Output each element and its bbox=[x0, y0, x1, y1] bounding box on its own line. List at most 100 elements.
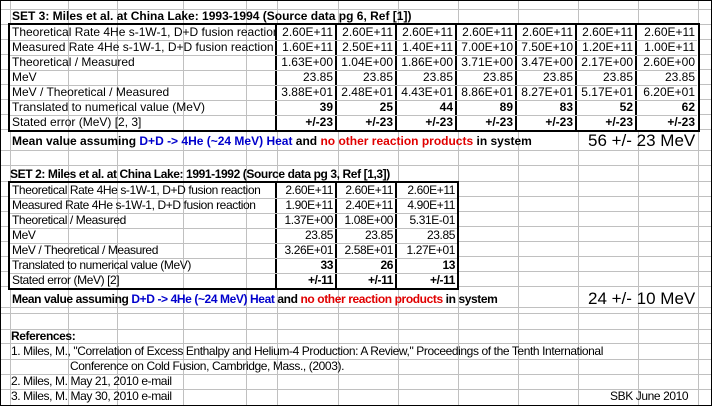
set3-mean-label[interactable]: Mean value assuming D+D -> 4He (~24 MeV)… bbox=[12, 134, 532, 149]
value-cell[interactable]: +/-23 bbox=[337, 115, 397, 130]
value-cell[interactable]: 2.60E+11 bbox=[457, 25, 517, 40]
value-cell[interactable]: 1.27E+01 bbox=[406, 243, 455, 257]
value-cell[interactable]: 2.60E+11 bbox=[337, 183, 397, 198]
value-cell[interactable]: 2.60E+11 bbox=[407, 183, 455, 197]
value-cell[interactable]: 23.85 bbox=[397, 70, 457, 85]
value-cell[interactable]: 44 bbox=[397, 100, 457, 115]
value-cell[interactable]: 2.60E+00 bbox=[643, 55, 695, 69]
row-label[interactable]: Translated to numerical value (MeV) bbox=[10, 100, 277, 115]
value-cell[interactable]: 2.60E+11 bbox=[277, 183, 337, 198]
value-cell[interactable]: 13 bbox=[442, 258, 455, 272]
signature[interactable]: SBK June 2010 bbox=[610, 389, 689, 403]
cell-divider bbox=[246, 100, 247, 115]
value-cell[interactable]: 5.31E-01 bbox=[409, 213, 455, 227]
value-cell[interactable]: +/-23 bbox=[277, 115, 337, 130]
value-cell[interactable]: 23.85 bbox=[277, 70, 337, 85]
value-cell[interactable]: 2.48E+01 bbox=[337, 85, 397, 100]
row-label[interactable]: Stated error (MeV) [2] bbox=[10, 273, 277, 288]
value-cell[interactable]: +/-23 bbox=[667, 115, 695, 129]
value-cell[interactable]: 2.60E+11 bbox=[644, 25, 695, 39]
row-label[interactable]: MeV / Theoretical / Measured bbox=[10, 85, 277, 100]
row-divider bbox=[10, 198, 457, 199]
value-cell[interactable]: +/-23 bbox=[517, 115, 577, 130]
value-cell[interactable]: 2.50E+11 bbox=[337, 40, 397, 55]
value-cell[interactable]: +/-23 bbox=[577, 115, 637, 130]
row-label[interactable]: Measured Rate 4He s-1W-1, D+D fusion rea… bbox=[10, 40, 277, 55]
value-cell[interactable]: 1.60E+11 bbox=[277, 40, 337, 55]
value-cell[interactable]: 1.37E+00 bbox=[277, 213, 337, 228]
value-cell[interactable]: 3.88E+01 bbox=[277, 85, 337, 100]
value-cell[interactable]: 62 bbox=[681, 100, 695, 114]
value-cell[interactable]: 23.85 bbox=[577, 70, 637, 85]
value-cell[interactable]: +/-23 bbox=[457, 115, 517, 130]
row-label[interactable]: Theoretical Rate 4He s-1W-1, D+D fusion … bbox=[10, 183, 277, 198]
references-heading[interactable]: References: bbox=[11, 329, 76, 343]
value-cell[interactable]: 23.85 bbox=[337, 228, 397, 243]
value-cell[interactable]: 23.85 bbox=[426, 228, 455, 242]
value-cell[interactable]: 2.40E+11 bbox=[337, 198, 397, 213]
value-cell[interactable]: 23.85 bbox=[277, 228, 337, 243]
reference-2[interactable]: 2. Miles, M. May 21, 2010 e-mail bbox=[11, 374, 172, 388]
value-cell[interactable]: 23.85 bbox=[457, 70, 517, 85]
value-cell[interactable]: +/-23 bbox=[397, 115, 457, 130]
value-cell[interactable]: 2.17E+00 bbox=[577, 55, 637, 70]
row-label[interactable]: Stated error (MeV) [2, 3] bbox=[10, 115, 277, 130]
value-cell[interactable]: 52 bbox=[577, 100, 637, 115]
value-cell[interactable]: 23.85 bbox=[517, 70, 577, 85]
value-cell[interactable]: 4.43E+01 bbox=[397, 85, 457, 100]
value-cell[interactable]: 23.85 bbox=[337, 70, 397, 85]
value-cell[interactable]: 8.86E+01 bbox=[457, 85, 517, 100]
set3-title[interactable]: SET 3: Miles et al. at China Lake: 1993-… bbox=[12, 9, 412, 23]
value-cell[interactable]: 7.00E+10 bbox=[457, 40, 517, 55]
value-cell[interactable]: 89 bbox=[457, 100, 517, 115]
reference-3[interactable]: 3. Miles, M. May 30, 2010 e-mail bbox=[11, 389, 172, 403]
value-cell[interactable]: 4.90E+11 bbox=[407, 198, 455, 212]
value-cell[interactable]: 1.40E+11 bbox=[397, 40, 457, 55]
value-cell[interactable]: 1.08E+00 bbox=[337, 213, 397, 228]
value-cell[interactable]: 2.58E+01 bbox=[337, 243, 397, 258]
table-row: Theoretical Rate 4He s-1W-1, D+D fusion … bbox=[10, 25, 697, 40]
row-label[interactable]: MeV / Theoretical / Measured bbox=[10, 243, 277, 258]
value-cell[interactable]: 1.00E+11 bbox=[644, 40, 695, 54]
value-cell[interactable]: 1.86E+00 bbox=[397, 55, 457, 70]
value-cell[interactable]: 26 bbox=[337, 258, 397, 273]
set2-mean-result[interactable]: 24 +/- 10 MeV bbox=[588, 289, 696, 308]
value-cell[interactable]: 2.60E+11 bbox=[337, 25, 397, 40]
value-cell[interactable]: 1.04E+00 bbox=[337, 55, 397, 70]
value-cell[interactable]: 23.85 bbox=[664, 70, 695, 84]
value-cell[interactable]: 3.26E+01 bbox=[277, 243, 337, 258]
value-cell[interactable]: 2.60E+11 bbox=[277, 25, 337, 40]
value-cell[interactable]: +/-11 bbox=[429, 273, 455, 287]
value-cell[interactable]: +/-11 bbox=[277, 273, 337, 288]
set3-mean-result[interactable]: 56 +/- 23 MeV bbox=[588, 131, 696, 150]
value-cell[interactable]: 2.60E+11 bbox=[577, 25, 637, 40]
value-cell[interactable]: 25 bbox=[337, 100, 397, 115]
row-label[interactable]: Theoretical / Measured bbox=[10, 55, 277, 70]
row-label[interactable]: Theoretical / Measured bbox=[10, 213, 277, 228]
value-cell[interactable]: 1.20E+11 bbox=[577, 40, 637, 55]
row-label[interactable]: Translated to numerical value (MeV) bbox=[10, 258, 277, 273]
value-cell[interactable]: 33 bbox=[277, 258, 337, 273]
value-cell[interactable]: 1.90E+11 bbox=[277, 198, 337, 213]
value-cell[interactable]: 5.17E+01 bbox=[577, 85, 637, 100]
value-cell[interactable]: 1.63E+00 bbox=[277, 55, 337, 70]
value-cell[interactable]: 8.27E+01 bbox=[517, 85, 577, 100]
value-cell[interactable]: 3.47E+00 bbox=[517, 55, 577, 70]
value-cell[interactable]: 83 bbox=[517, 100, 577, 115]
value-cell[interactable]: +/-11 bbox=[337, 273, 397, 288]
row-divider bbox=[10, 273, 457, 274]
value-cell[interactable]: 3.71E+00 bbox=[457, 55, 517, 70]
reference-1[interactable]: 1. Miles, M., "Correlation of Excess Ent… bbox=[11, 344, 603, 358]
row-label[interactable]: MeV bbox=[10, 70, 277, 85]
row-label[interactable]: Theoretical Rate 4He s-1W-1, D+D fusion … bbox=[12, 25, 277, 40]
set2-mean-label[interactable]: Mean value assuming D+D -> 4He (~24 MeV)… bbox=[12, 292, 498, 307]
value-cell[interactable]: 6.20E+01 bbox=[643, 85, 695, 99]
row-label[interactable]: Measured Rate 4He s-1W-1, D+D fusion rea… bbox=[10, 198, 277, 213]
value-cell[interactable]: 39 bbox=[277, 100, 337, 115]
row-label[interactable]: MeV bbox=[10, 228, 277, 243]
value-cell[interactable]: 2.60E+11 bbox=[517, 25, 577, 40]
value-cell[interactable]: 2.60E+11 bbox=[397, 25, 457, 40]
value-cell[interactable]: 7.50E+10 bbox=[517, 40, 577, 55]
set2-title[interactable]: SET 2: Miles et al. at China Lake: 1991-… bbox=[10, 167, 390, 181]
reference-1-continued[interactable]: Conference on Cold Fusion, Cambridge, Ma… bbox=[70, 359, 345, 373]
